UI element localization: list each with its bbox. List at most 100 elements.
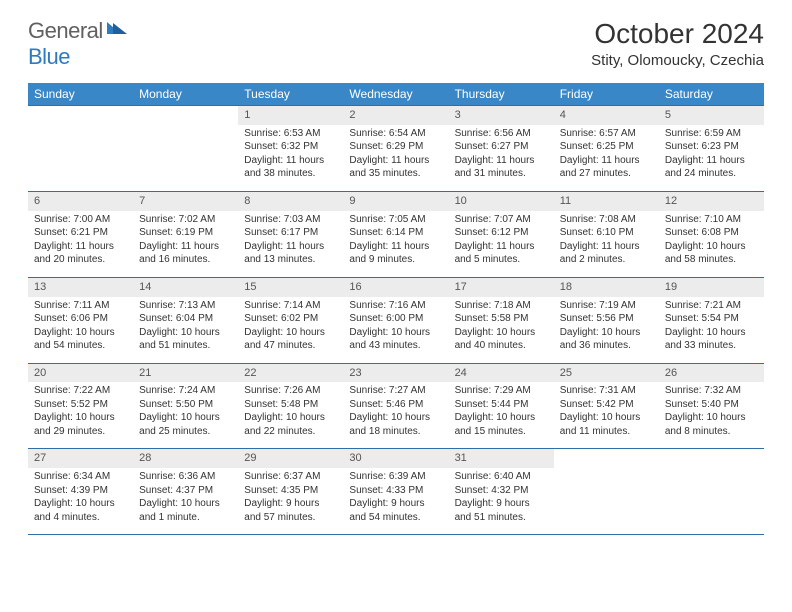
day-number — [554, 449, 659, 468]
day-number: 21 — [133, 364, 238, 383]
daylight-text: Daylight: 11 hours and 16 minutes. — [139, 240, 232, 267]
sunrise-text: Sunrise: 7:29 AM — [455, 384, 548, 398]
daylight-text: Daylight: 10 hours and 33 minutes. — [665, 326, 758, 353]
day-cell: 23Sunrise: 7:27 AMSunset: 5:46 PMDayligh… — [343, 363, 448, 449]
day-cell: 3Sunrise: 6:56 AMSunset: 6:27 PMDaylight… — [449, 106, 554, 192]
day-number: 26 — [659, 364, 764, 383]
day-number: 28 — [133, 449, 238, 468]
day-body — [554, 468, 659, 534]
col-saturday: Saturday — [659, 83, 764, 106]
day-cell: 30Sunrise: 6:39 AMSunset: 4:33 PMDayligh… — [343, 449, 448, 535]
day-body: Sunrise: 6:39 AMSunset: 4:33 PMDaylight:… — [343, 468, 448, 534]
sunrise-text: Sunrise: 6:36 AM — [139, 470, 232, 484]
day-body: Sunrise: 7:22 AMSunset: 5:52 PMDaylight:… — [28, 382, 133, 448]
daylight-text: Daylight: 11 hours and 27 minutes. — [560, 154, 653, 181]
day-body — [28, 125, 133, 191]
day-body: Sunrise: 6:40 AMSunset: 4:32 PMDaylight:… — [449, 468, 554, 534]
daylight-text: Daylight: 11 hours and 13 minutes. — [244, 240, 337, 267]
day-number: 15 — [238, 278, 343, 297]
day-body: Sunrise: 7:21 AMSunset: 5:54 PMDaylight:… — [659, 297, 764, 363]
day-cell: 24Sunrise: 7:29 AMSunset: 5:44 PMDayligh… — [449, 363, 554, 449]
daylight-text: Daylight: 9 hours and 54 minutes. — [349, 497, 442, 524]
daylight-text: Daylight: 10 hours and 25 minutes. — [139, 411, 232, 438]
sunset-text: Sunset: 5:40 PM — [665, 398, 758, 412]
sunrise-text: Sunrise: 6:57 AM — [560, 127, 653, 141]
day-body: Sunrise: 6:37 AMSunset: 4:35 PMDaylight:… — [238, 468, 343, 534]
day-body: Sunrise: 7:13 AMSunset: 6:04 PMDaylight:… — [133, 297, 238, 363]
day-body: Sunrise: 7:27 AMSunset: 5:46 PMDaylight:… — [343, 382, 448, 448]
sunset-text: Sunset: 6:27 PM — [455, 140, 548, 154]
day-cell: 17Sunrise: 7:18 AMSunset: 5:58 PMDayligh… — [449, 277, 554, 363]
day-number: 19 — [659, 278, 764, 297]
day-cell: 10Sunrise: 7:07 AMSunset: 6:12 PMDayligh… — [449, 191, 554, 277]
day-cell: 31Sunrise: 6:40 AMSunset: 4:32 PMDayligh… — [449, 449, 554, 535]
daylight-text: Daylight: 10 hours and 58 minutes. — [665, 240, 758, 267]
day-body: Sunrise: 7:18 AMSunset: 5:58 PMDaylight:… — [449, 297, 554, 363]
day-cell: 21Sunrise: 7:24 AMSunset: 5:50 PMDayligh… — [133, 363, 238, 449]
sunrise-text: Sunrise: 6:54 AM — [349, 127, 442, 141]
day-body: Sunrise: 7:19 AMSunset: 5:56 PMDaylight:… — [554, 297, 659, 363]
daylight-text: Daylight: 11 hours and 38 minutes. — [244, 154, 337, 181]
daylight-text: Daylight: 10 hours and 11 minutes. — [560, 411, 653, 438]
sunset-text: Sunset: 6:29 PM — [349, 140, 442, 154]
day-number: 23 — [343, 364, 448, 383]
daylight-text: Daylight: 11 hours and 20 minutes. — [34, 240, 127, 267]
col-wednesday: Wednesday — [343, 83, 448, 106]
sunset-text: Sunset: 4:39 PM — [34, 484, 127, 498]
day-cell: 27Sunrise: 6:34 AMSunset: 4:39 PMDayligh… — [28, 449, 133, 535]
day-body: Sunrise: 7:14 AMSunset: 6:02 PMDaylight:… — [238, 297, 343, 363]
day-cell: 6Sunrise: 7:00 AMSunset: 6:21 PMDaylight… — [28, 191, 133, 277]
day-body — [659, 468, 764, 534]
sunset-text: Sunset: 5:52 PM — [34, 398, 127, 412]
day-cell: 18Sunrise: 7:19 AMSunset: 5:56 PMDayligh… — [554, 277, 659, 363]
day-body: Sunrise: 7:03 AMSunset: 6:17 PMDaylight:… — [238, 211, 343, 277]
day-number: 4 — [554, 106, 659, 125]
day-number: 3 — [449, 106, 554, 125]
daylight-text: Daylight: 10 hours and 54 minutes. — [34, 326, 127, 353]
day-cell — [133, 106, 238, 192]
sunset-text: Sunset: 6:00 PM — [349, 312, 442, 326]
day-cell: 8Sunrise: 7:03 AMSunset: 6:17 PMDaylight… — [238, 191, 343, 277]
sunrise-text: Sunrise: 7:02 AM — [139, 213, 232, 227]
daylight-text: Daylight: 10 hours and 40 minutes. — [455, 326, 548, 353]
sunrise-text: Sunrise: 6:59 AM — [665, 127, 758, 141]
sunset-text: Sunset: 5:54 PM — [665, 312, 758, 326]
daylight-text: Daylight: 10 hours and 8 minutes. — [665, 411, 758, 438]
week-row: 6Sunrise: 7:00 AMSunset: 6:21 PMDaylight… — [28, 191, 764, 277]
sunrise-text: Sunrise: 6:39 AM — [349, 470, 442, 484]
page-title: October 2024 — [591, 18, 764, 50]
day-body: Sunrise: 6:57 AMSunset: 6:25 PMDaylight:… — [554, 125, 659, 191]
day-body: Sunrise: 7:32 AMSunset: 5:40 PMDaylight:… — [659, 382, 764, 448]
day-cell: 28Sunrise: 6:36 AMSunset: 4:37 PMDayligh… — [133, 449, 238, 535]
daylight-text: Daylight: 10 hours and 1 minute. — [139, 497, 232, 524]
daylight-text: Daylight: 10 hours and 18 minutes. — [349, 411, 442, 438]
sunrise-text: Sunrise: 7:21 AM — [665, 299, 758, 313]
day-number: 10 — [449, 192, 554, 211]
sunset-text: Sunset: 6:14 PM — [349, 226, 442, 240]
day-body: Sunrise: 6:36 AMSunset: 4:37 PMDaylight:… — [133, 468, 238, 534]
col-tuesday: Tuesday — [238, 83, 343, 106]
daylight-text: Daylight: 10 hours and 15 minutes. — [455, 411, 548, 438]
day-number: 17 — [449, 278, 554, 297]
sunrise-text: Sunrise: 7:31 AM — [560, 384, 653, 398]
day-number: 22 — [238, 364, 343, 383]
sunset-text: Sunset: 4:33 PM — [349, 484, 442, 498]
week-row: 27Sunrise: 6:34 AMSunset: 4:39 PMDayligh… — [28, 449, 764, 535]
day-cell: 26Sunrise: 7:32 AMSunset: 5:40 PMDayligh… — [659, 363, 764, 449]
header: General October 2024 Stity, Olomoucky, C… — [0, 0, 792, 77]
sunset-text: Sunset: 5:48 PM — [244, 398, 337, 412]
sunrise-text: Sunrise: 6:37 AM — [244, 470, 337, 484]
sunrise-text: Sunrise: 7:16 AM — [349, 299, 442, 313]
day-body: Sunrise: 7:08 AMSunset: 6:10 PMDaylight:… — [554, 211, 659, 277]
day-number — [133, 106, 238, 125]
daylight-text: Daylight: 11 hours and 2 minutes. — [560, 240, 653, 267]
daylight-text: Daylight: 11 hours and 24 minutes. — [665, 154, 758, 181]
daylight-text: Daylight: 10 hours and 22 minutes. — [244, 411, 337, 438]
col-sunday: Sunday — [28, 83, 133, 106]
sunrise-text: Sunrise: 7:13 AM — [139, 299, 232, 313]
daylight-text: Daylight: 11 hours and 35 minutes. — [349, 154, 442, 181]
sunset-text: Sunset: 4:37 PM — [139, 484, 232, 498]
header-row: Sunday Monday Tuesday Wednesday Thursday… — [28, 83, 764, 106]
col-monday: Monday — [133, 83, 238, 106]
day-body: Sunrise: 6:56 AMSunset: 6:27 PMDaylight:… — [449, 125, 554, 191]
